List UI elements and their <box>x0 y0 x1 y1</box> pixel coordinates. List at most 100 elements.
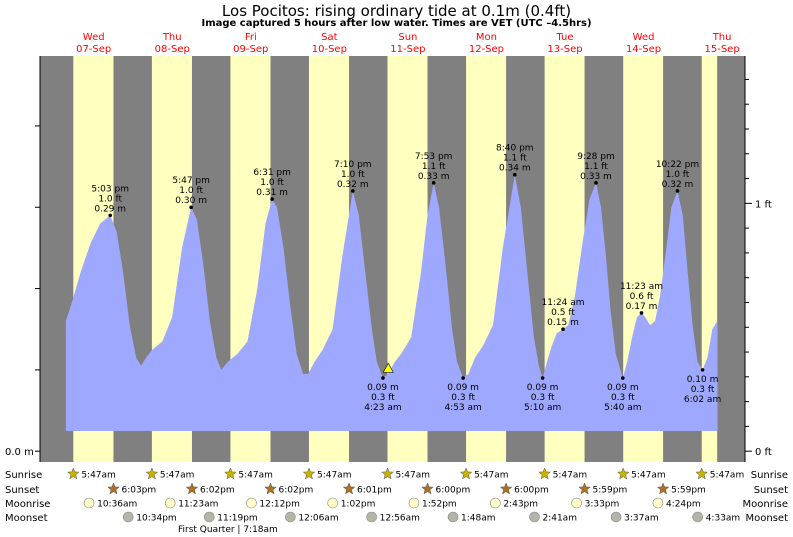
extreme-time: 6:31 pm <box>253 168 291 178</box>
extreme-dot <box>189 205 193 210</box>
extreme-dot <box>700 368 705 372</box>
extreme-m: 0.15 m <box>547 318 579 328</box>
sunset-icon <box>342 482 356 495</box>
moonset-time: 3:37am <box>624 514 659 524</box>
moonset-time: 2:41am <box>542 514 577 524</box>
moonset-icon <box>610 511 622 523</box>
sunset-icon <box>107 482 120 495</box>
extreme-ft: 1.0 ft <box>260 178 284 188</box>
moonrise-icon <box>246 497 257 509</box>
moonrise-time: 12:12pm <box>259 500 299 510</box>
extreme-time: 5:10 am <box>524 403 561 413</box>
extreme-dot <box>431 181 436 185</box>
extreme-m: 0.34 m <box>499 164 531 174</box>
sunset-time: 6:02pm <box>279 486 314 496</box>
moonrise-icon <box>571 497 582 509</box>
moonset-time: 12:56am <box>380 514 420 524</box>
moonset-icon <box>447 511 459 523</box>
extreme-time: 5:40 am <box>604 403 641 413</box>
row-label-right: Sunset <box>754 485 788 496</box>
day-date: 08-Sep <box>155 44 190 55</box>
sunrise-time: 5:47am <box>631 471 666 481</box>
day-date: 07-Sep <box>76 44 111 55</box>
chart-title: Los Pocitos: rising ordinary tide at 0.1… <box>221 2 572 20</box>
day-name: Thu <box>712 32 732 43</box>
sunset-icon <box>421 482 434 495</box>
tide-annotations: 5:03 pm1.0 ft0.29 m5:47 pm1.0 ft0.30 m6:… <box>91 144 721 413</box>
extreme-dot <box>461 376 465 380</box>
day-date: 14-Sep <box>626 44 661 55</box>
sunset-icon <box>578 482 591 495</box>
sunrise-time: 5:47am <box>317 471 352 481</box>
day-name: Wed <box>633 32 655 43</box>
moonrise-time: 3:33pm <box>585 500 620 510</box>
moonset-icon <box>122 511 134 523</box>
moonrise-icon <box>652 497 664 509</box>
extreme-ft: 1.0 ft <box>179 186 203 196</box>
extreme-time: 4:53 am <box>444 403 481 413</box>
sunrise-time: 5:47am <box>553 471 588 481</box>
extreme-m: 0.31 m <box>256 188 288 198</box>
sunrise-icon <box>145 467 159 480</box>
row-label-left: Sunset <box>5 485 39 496</box>
now-marker-icon <box>382 362 394 373</box>
day-name: Sun <box>398 32 417 43</box>
day-name: Thu <box>162 32 182 43</box>
row-label-left: Moonrise <box>5 499 50 510</box>
moonrise-time: 11:23am <box>178 500 218 510</box>
extreme-m: 0.09 m <box>527 383 559 393</box>
right-tick-label: 0 ft <box>755 447 772 458</box>
sunset-time: 6:02pm <box>200 486 235 496</box>
sunrise-time: 5:47am <box>396 471 431 481</box>
day-date: 12-Sep <box>469 44 504 55</box>
sunset-icon <box>264 482 277 495</box>
day-name: Tue <box>555 32 573 43</box>
moonset-icon <box>285 511 296 523</box>
sunset-icon <box>185 482 199 495</box>
sunset-time: 6:01pm <box>357 486 392 496</box>
moonrise-time: 2:43pm <box>503 500 538 510</box>
day-name: Mon <box>476 32 497 43</box>
moonset-icon <box>692 511 704 523</box>
moonset-time: 11:19pm <box>217 514 257 524</box>
extreme-time: 5:03 pm <box>91 184 129 194</box>
tide-area <box>65 174 718 431</box>
extreme-ft: 1.1 ft <box>503 154 527 164</box>
extreme-ft: 0.3 ft <box>611 393 635 403</box>
extreme-m: 0.29 m <box>94 204 126 214</box>
moonrise-icon <box>164 497 176 509</box>
extreme-m: 0.17 m <box>626 302 658 312</box>
extreme-ft: 0.3 ft <box>531 393 555 403</box>
first-quarter-label: First Quarter | 7:18am <box>178 525 278 535</box>
day-date: 15-Sep <box>704 44 739 55</box>
row-label-right: Sunrise <box>751 470 788 481</box>
sunrise-icon <box>381 467 394 480</box>
extreme-time: 9:28 pm <box>577 152 615 162</box>
extreme-time: 8:40 pm <box>496 144 534 154</box>
extreme-m: 0.10 m <box>687 375 719 385</box>
day-name: Sat <box>321 32 337 43</box>
extreme-dot <box>639 311 644 315</box>
astro-rows: Sunrise Sunrise Sunset Sunset Moonrise Moonri… <box>5 467 789 535</box>
sunset-time: 6:03pm <box>121 486 156 496</box>
moonset-time: 12:06am <box>298 514 338 524</box>
extreme-time: 5:47 pm <box>172 176 210 186</box>
extreme-m: 0.09 m <box>367 383 399 393</box>
day-date: 09-Sep <box>233 44 268 55</box>
row-label-right: Moonset <box>746 513 789 524</box>
moonrise-icon <box>327 497 339 509</box>
moonset-time: 1:48am <box>461 514 496 524</box>
moonset-time: 4:33am <box>706 514 741 524</box>
extreme-time: 7:10 pm <box>334 160 372 170</box>
extreme-ft: 0.6 ft <box>630 292 654 302</box>
extreme-m: 0.30 m <box>175 196 207 206</box>
extreme-ft: 1.0 ft <box>98 194 122 204</box>
day-date: 11-Sep <box>390 44 425 55</box>
row-label-left: Sunrise <box>5 470 42 481</box>
row-label-left: Moonset <box>5 513 48 524</box>
moonrise-time: 10:36am <box>97 500 137 510</box>
extreme-time: 11:24 am <box>541 298 584 308</box>
sunrise-icon <box>302 467 316 480</box>
extreme-ft: 1.1 ft <box>422 162 446 172</box>
chart-subtitle: Image captured 5 hours after low water. … <box>201 18 592 29</box>
